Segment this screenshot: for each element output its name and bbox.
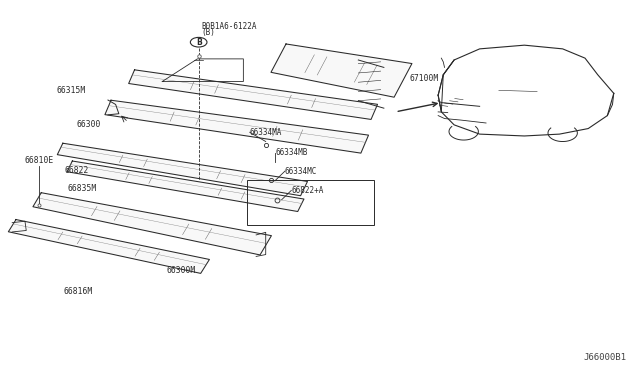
Text: 66300M: 66300M <box>167 266 196 275</box>
Polygon shape <box>271 44 412 97</box>
Text: 66822+A: 66822+A <box>291 186 324 195</box>
Text: B0B1A6-6122A: B0B1A6-6122A <box>202 22 257 32</box>
Text: 67100M: 67100M <box>410 74 438 83</box>
Text: J66000B1: J66000B1 <box>584 353 627 362</box>
Text: 66334MC: 66334MC <box>285 167 317 176</box>
Text: (B): (B) <box>202 28 216 37</box>
Bar <box>246 180 374 225</box>
Text: 66822: 66822 <box>65 166 89 174</box>
Polygon shape <box>129 70 378 119</box>
Polygon shape <box>67 161 304 212</box>
Polygon shape <box>58 143 307 196</box>
Text: 66816M: 66816M <box>63 287 93 296</box>
Text: 66334MB: 66334MB <box>275 148 308 157</box>
Text: 66810E: 66810E <box>24 155 54 164</box>
Text: 66300: 66300 <box>77 121 101 129</box>
Polygon shape <box>33 193 271 255</box>
Text: 66334MA: 66334MA <box>250 128 282 137</box>
Polygon shape <box>105 100 369 153</box>
Text: 66315M: 66315M <box>56 86 86 95</box>
Polygon shape <box>8 219 209 273</box>
Text: 66835M: 66835M <box>67 184 97 193</box>
Text: B: B <box>196 38 202 47</box>
